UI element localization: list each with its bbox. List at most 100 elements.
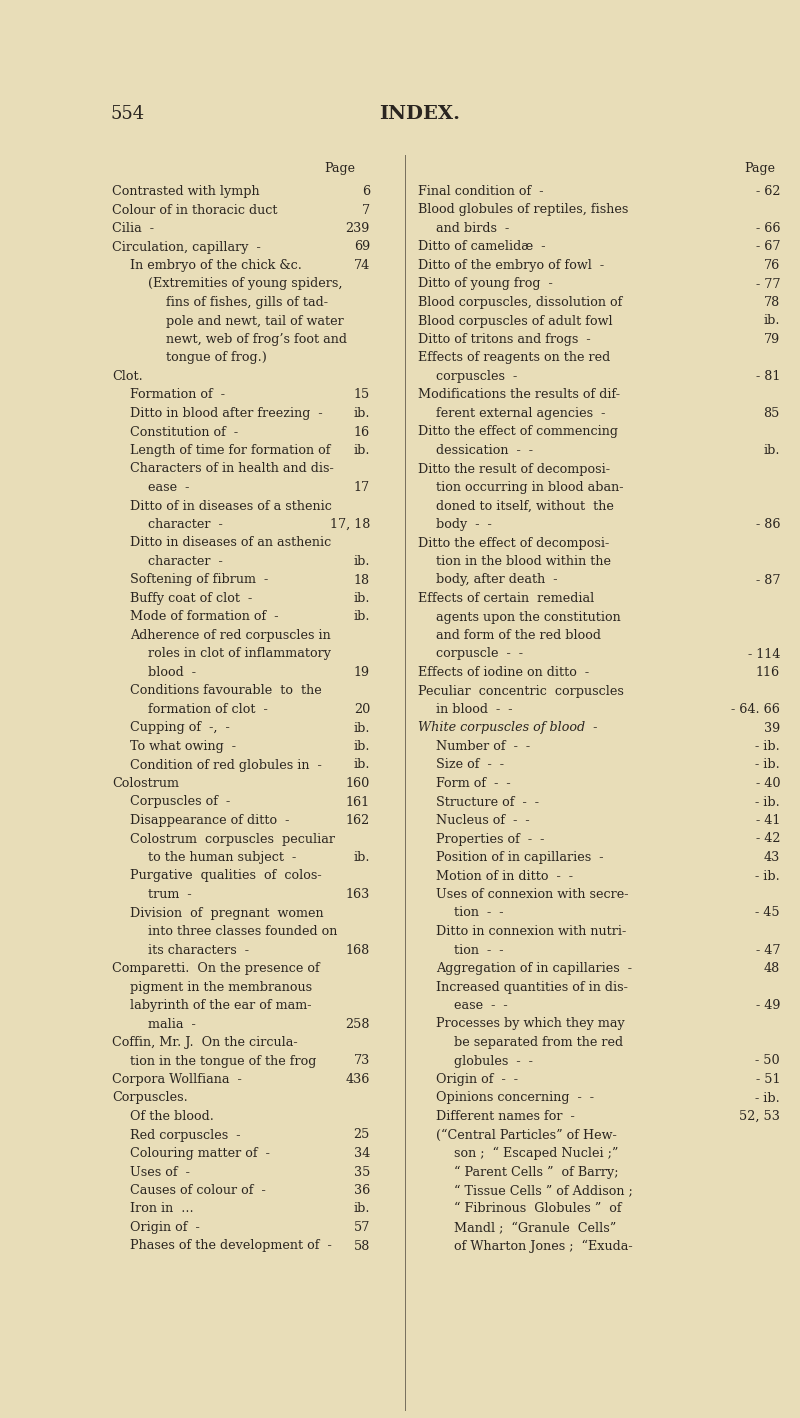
Text: trum  -: trum - — [148, 888, 192, 900]
Text: 43: 43 — [764, 851, 780, 864]
Text: 74: 74 — [354, 259, 370, 272]
Text: body, after death  -: body, after death - — [436, 573, 558, 587]
Text: - 50: - 50 — [755, 1055, 780, 1068]
Text: 161: 161 — [346, 795, 370, 808]
Text: Ditto the effect of decomposi-: Ditto the effect of decomposi- — [418, 536, 610, 550]
Text: 554: 554 — [110, 105, 144, 123]
Text: 39: 39 — [764, 722, 780, 735]
Text: Increased quantities of in dis-: Increased quantities of in dis- — [436, 980, 628, 994]
Text: Corpora Wollfiana  -: Corpora Wollfiana - — [112, 1073, 242, 1086]
Text: Colouring matter of  -: Colouring matter of - — [130, 1147, 270, 1160]
Text: 79: 79 — [764, 333, 780, 346]
Text: - 51: - 51 — [755, 1073, 780, 1086]
Text: - 41: - 41 — [756, 814, 780, 827]
Text: Length of time for formation of: Length of time for formation of — [130, 444, 330, 457]
Text: 163: 163 — [346, 888, 370, 900]
Text: Blood corpuscles of adult fowl: Blood corpuscles of adult fowl — [418, 315, 613, 328]
Text: Aggregation of in capillaries  -: Aggregation of in capillaries - — [436, 961, 632, 976]
Text: into three classes founded on: into three classes founded on — [148, 925, 338, 937]
Text: 58: 58 — [354, 1239, 370, 1252]
Text: Processes by which they may: Processes by which they may — [436, 1018, 625, 1031]
Text: and form of the red blood: and form of the red blood — [436, 630, 601, 642]
Text: Circulation, capillary  -: Circulation, capillary - — [112, 241, 261, 254]
Text: ib.: ib. — [354, 591, 370, 605]
Text: 6: 6 — [362, 184, 370, 199]
Text: Ditto of in diseases of a sthenic: Ditto of in diseases of a sthenic — [130, 499, 332, 512]
Text: 16: 16 — [354, 425, 370, 438]
Text: - 66: - 66 — [755, 223, 780, 235]
Text: 20: 20 — [354, 703, 370, 716]
Text: 168: 168 — [346, 943, 370, 957]
Text: blood  -: blood - — [148, 666, 196, 679]
Text: White corpuscles of blood  -: White corpuscles of blood - — [418, 722, 598, 735]
Text: Properties of  -  -: Properties of - - — [436, 832, 544, 845]
Text: 19: 19 — [354, 666, 370, 679]
Text: - 64. 66: - 64. 66 — [731, 703, 780, 716]
Text: 436: 436 — [346, 1073, 370, 1086]
Text: Opinions concerning  -  -: Opinions concerning - - — [436, 1092, 594, 1105]
Text: - 49: - 49 — [755, 1000, 780, 1012]
Text: Page: Page — [324, 162, 355, 174]
Text: to the human subject  -: to the human subject - — [148, 851, 296, 864]
Text: 15: 15 — [354, 389, 370, 401]
Text: Ditto of young frog  -: Ditto of young frog - — [418, 278, 553, 291]
Text: Effects of certain  remedial: Effects of certain remedial — [418, 591, 594, 605]
Text: - ib.: - ib. — [755, 1092, 780, 1105]
Text: Comparetti.  On the presence of: Comparetti. On the presence of — [112, 961, 320, 976]
Text: its characters  -: its characters - — [148, 943, 249, 957]
Text: character  -: character - — [148, 554, 222, 569]
Text: be separated from the red: be separated from the red — [454, 1037, 623, 1049]
Text: Phases of the development of  -: Phases of the development of - — [130, 1239, 332, 1252]
Text: (Extremities of young spiders,: (Extremities of young spiders, — [148, 278, 342, 291]
Text: Blood corpuscles, dissolution of: Blood corpuscles, dissolution of — [418, 296, 622, 309]
Text: dessication  -  -: dessication - - — [436, 444, 533, 457]
Text: Of the blood.: Of the blood. — [130, 1110, 214, 1123]
Text: Corpuscles of  -: Corpuscles of - — [130, 795, 230, 808]
Text: formation of clot  -: formation of clot - — [148, 703, 268, 716]
Text: of Wharton Jones ;  “Exuda-: of Wharton Jones ; “Exuda- — [454, 1239, 633, 1252]
Text: roles in clot of inflammatory: roles in clot of inflammatory — [148, 648, 331, 661]
Text: character  -: character - — [148, 518, 222, 530]
Text: Cilia  -: Cilia - — [112, 223, 154, 235]
Text: Coffin, Mr. J.  On the circula-: Coffin, Mr. J. On the circula- — [112, 1037, 298, 1049]
Text: newt, web of frog’s foot and: newt, web of frog’s foot and — [166, 333, 347, 346]
Text: Conditions favourable  to  the: Conditions favourable to the — [130, 685, 322, 698]
Text: Effects of iodine on ditto  -: Effects of iodine on ditto - — [418, 666, 589, 679]
Text: Ditto the effect of commencing: Ditto the effect of commencing — [418, 425, 618, 438]
Text: 7: 7 — [362, 204, 370, 217]
Text: - 62: - 62 — [755, 184, 780, 199]
Text: ease  -: ease - — [148, 481, 190, 493]
Text: Size of  -  -: Size of - - — [436, 759, 504, 771]
Text: Colour of in thoracic duct: Colour of in thoracic duct — [112, 204, 278, 217]
Text: ferent external agencies  -: ferent external agencies - — [436, 407, 606, 420]
Text: ib.: ib. — [354, 611, 370, 624]
Text: Ditto in connexion with nutri-: Ditto in connexion with nutri- — [436, 925, 626, 937]
Text: Purgative  qualities  of  colos-: Purgative qualities of colos- — [130, 869, 322, 882]
Text: Final condition of  -: Final condition of - — [418, 184, 543, 199]
Text: pigment in the membranous: pigment in the membranous — [130, 980, 312, 994]
Text: Position of in capillaries  -: Position of in capillaries - — [436, 851, 603, 864]
Text: Red corpuscles  -: Red corpuscles - — [130, 1129, 241, 1141]
Text: ib.: ib. — [763, 315, 780, 328]
Text: Softening of fibrum  -: Softening of fibrum - — [130, 573, 268, 587]
Text: tion in the blood within the: tion in the blood within the — [436, 554, 611, 569]
Text: “ Parent Cells ”  of Barry;: “ Parent Cells ” of Barry; — [454, 1166, 618, 1178]
Text: - 87: - 87 — [755, 573, 780, 587]
Text: malia  -: malia - — [148, 1018, 196, 1031]
Text: Nucleus of  -  -: Nucleus of - - — [436, 814, 530, 827]
Text: 34: 34 — [354, 1147, 370, 1160]
Text: - ib.: - ib. — [755, 795, 780, 808]
Text: 69: 69 — [354, 241, 370, 254]
Text: 162: 162 — [346, 814, 370, 827]
Text: Constitution of  -: Constitution of - — [130, 425, 238, 438]
Text: ib.: ib. — [354, 1202, 370, 1215]
Text: In embryo of the chick &c.: In embryo of the chick &c. — [130, 259, 302, 272]
Text: 73: 73 — [354, 1055, 370, 1068]
Text: agents upon the constitution: agents upon the constitution — [436, 611, 621, 624]
Text: 116: 116 — [756, 666, 780, 679]
Text: Condition of red globules in  -: Condition of red globules in - — [130, 759, 322, 771]
Text: - ib.: - ib. — [755, 759, 780, 771]
Text: ib.: ib. — [354, 407, 370, 420]
Text: Buffy coat of clot  -: Buffy coat of clot - — [130, 591, 252, 605]
Text: Blood globules of reptiles, fishes: Blood globules of reptiles, fishes — [418, 204, 628, 217]
